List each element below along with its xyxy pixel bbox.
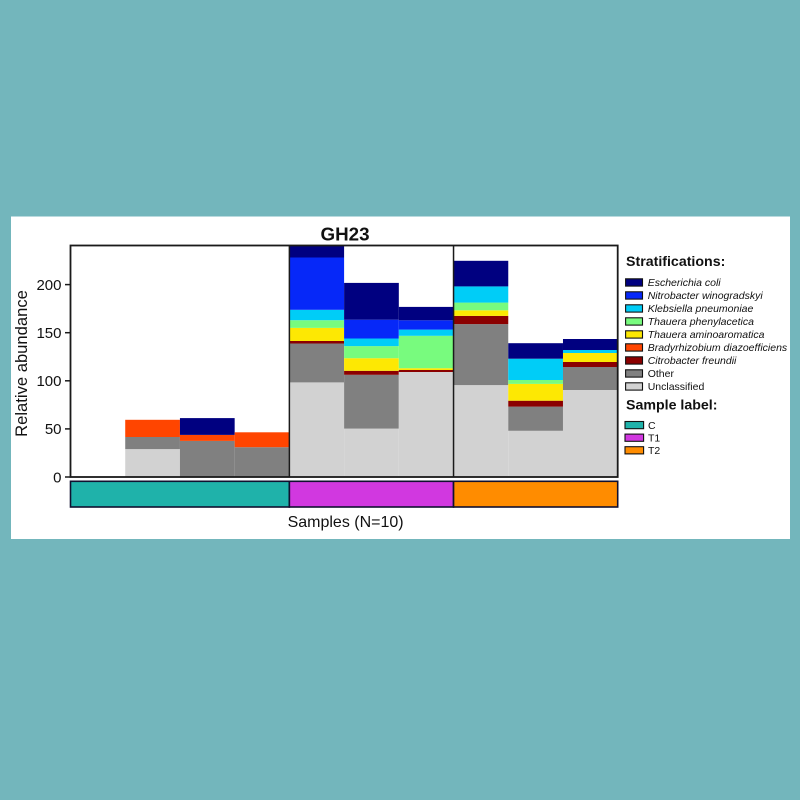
svg-text:Nitrobacter winogradskyi: Nitrobacter winogradskyi xyxy=(648,290,764,302)
svg-text:T2: T2 xyxy=(648,445,660,457)
svg-text:0: 0 xyxy=(53,469,61,486)
svg-text:Escherichia coli: Escherichia coli xyxy=(648,277,722,289)
svg-text:GH23: GH23 xyxy=(320,224,369,245)
svg-text:Other: Other xyxy=(648,368,675,380)
svg-text:Thauera phenylacetica: Thauera phenylacetica xyxy=(648,316,754,328)
svg-text:100: 100 xyxy=(36,373,61,390)
svg-text:Stratifications:: Stratifications: xyxy=(626,254,725,270)
svg-text:150: 150 xyxy=(36,325,61,342)
svg-text:T1: T1 xyxy=(648,433,660,445)
svg-text:200: 200 xyxy=(36,277,61,294)
svg-text:Relative abundance: Relative abundance xyxy=(12,290,31,437)
svg-text:Thauera aminoaromatica: Thauera aminoaromatica xyxy=(648,329,765,341)
svg-text:C: C xyxy=(648,420,656,432)
svg-text:50: 50 xyxy=(45,421,62,438)
svg-text:Bradyrhizobium diazoefficiens: Bradyrhizobium diazoefficiens xyxy=(648,342,788,354)
svg-text:Unclassified: Unclassified xyxy=(648,381,705,393)
svg-text:Sample label:: Sample label: xyxy=(626,397,717,413)
svg-text:Samples (N=10): Samples (N=10) xyxy=(288,514,404,531)
svg-text:Citrobacter freundii: Citrobacter freundii xyxy=(648,355,737,367)
svg-text:Klebsiella pneumoniae: Klebsiella pneumoniae xyxy=(648,303,754,315)
